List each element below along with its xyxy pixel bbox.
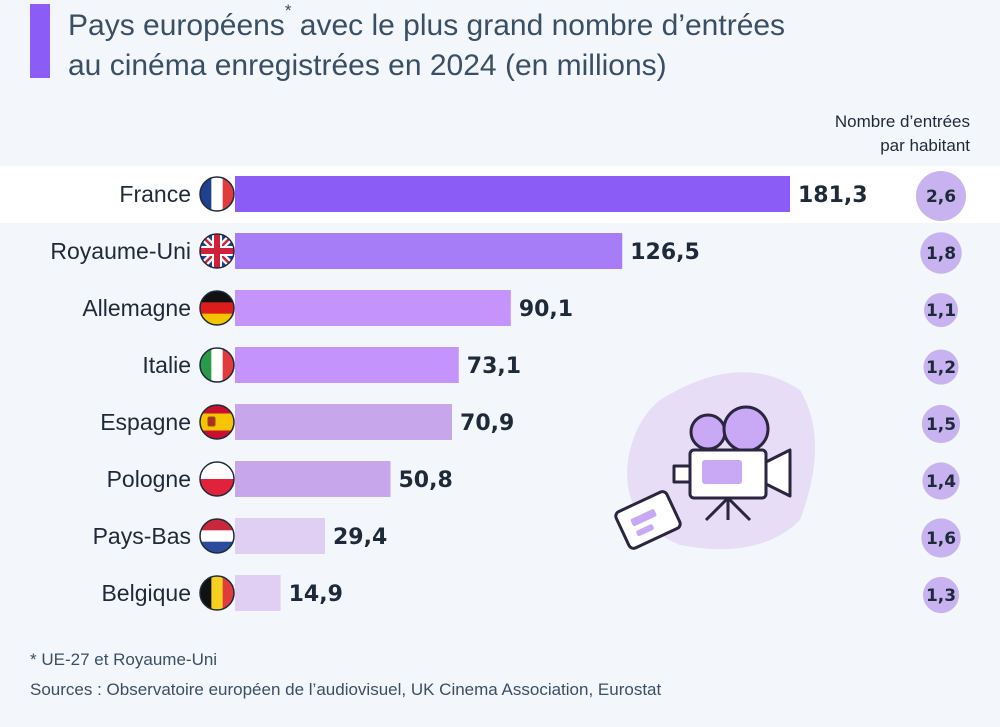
flag-spain-icon [199, 404, 235, 440]
value-label: 73,1 [467, 354, 521, 379]
per-capita-label: 1,1 [926, 301, 956, 321]
per-capita-circle [921, 518, 961, 558]
per-capita-label: 1,6 [926, 529, 956, 549]
per-capita-circle [924, 293, 958, 327]
per-capita-circle [922, 462, 960, 500]
value-label: 90,1 [519, 297, 573, 322]
per-capita-header-line2: par habitant [880, 136, 970, 155]
ticket-icon [614, 490, 682, 550]
flag-netherlands-icon [199, 518, 235, 554]
category-label: Belgique [101, 580, 191, 606]
per-capita-header: Nombre d’entrées par habitant [835, 110, 970, 158]
per-capita-label: 1,2 [926, 358, 956, 378]
per-capita-label: 1,8 [926, 244, 956, 264]
chart-title: Pays européens* avec le plus grand nombr… [68, 2, 968, 86]
category-label: Royaume-Uni [50, 238, 191, 264]
value-label: 181,3 [798, 183, 868, 208]
bar-pays-bas [235, 518, 325, 554]
bar-royaume-uni [235, 233, 623, 269]
per-capita-circle [921, 404, 961, 444]
flag-italy-icon [199, 347, 235, 383]
camera-icon [672, 405, 792, 522]
title-line2: au cinéma enregistrées en 2024 (en milli… [68, 49, 667, 82]
per-capita-header-line1: Nombre d’entrées [834, 112, 970, 131]
per-capita-circle [922, 576, 960, 614]
category-label: France [119, 181, 191, 207]
per-capita-label: 2,6 [926, 187, 956, 207]
bar-pologne [235, 461, 391, 497]
value-label: 14,9 [289, 582, 343, 607]
title-line1-start: Pays européens [68, 9, 285, 42]
cinema-illustration [614, 372, 815, 550]
category-label: Pays-Bas [93, 523, 191, 549]
value-label: 50,8 [399, 468, 453, 493]
value-label: 70,9 [460, 411, 514, 436]
bar-belgique [235, 575, 281, 611]
bar-espagne [235, 404, 453, 440]
title-accent-bar [30, 4, 50, 78]
flag-france-icon [199, 176, 235, 212]
per-capita-label: 1,5 [926, 415, 956, 435]
per-capita-circle [923, 349, 959, 385]
title-asterisk: * [284, 1, 292, 20]
value-label: 126,5 [630, 240, 700, 265]
bar-france [235, 176, 790, 212]
category-label: Italie [142, 352, 191, 378]
per-capita-label: 1,3 [926, 586, 956, 606]
value-label: 29,4 [333, 525, 387, 550]
per-capita-label: 1,4 [926, 472, 956, 492]
bar-allemagne [235, 290, 511, 326]
title-line1-end: avec le plus grand nombre d’entrées [291, 9, 786, 42]
category-label: Pologne [107, 466, 191, 492]
footnote: * UE-27 et Royaume-Uni [30, 650, 218, 669]
flag-germany-icon [199, 290, 235, 326]
per-capita-circle [920, 232, 962, 274]
bar-italie [235, 347, 459, 383]
sources: Sources : Observatoire européen de l’aud… [30, 680, 662, 699]
category-label: Allemagne [82, 295, 191, 321]
flag-belgium-icon [199, 575, 235, 611]
flag-poland-icon [199, 461, 235, 497]
category-label: Espagne [100, 409, 191, 435]
flag-uk-icon [199, 233, 235, 269]
per-capita-circle [916, 171, 966, 221]
